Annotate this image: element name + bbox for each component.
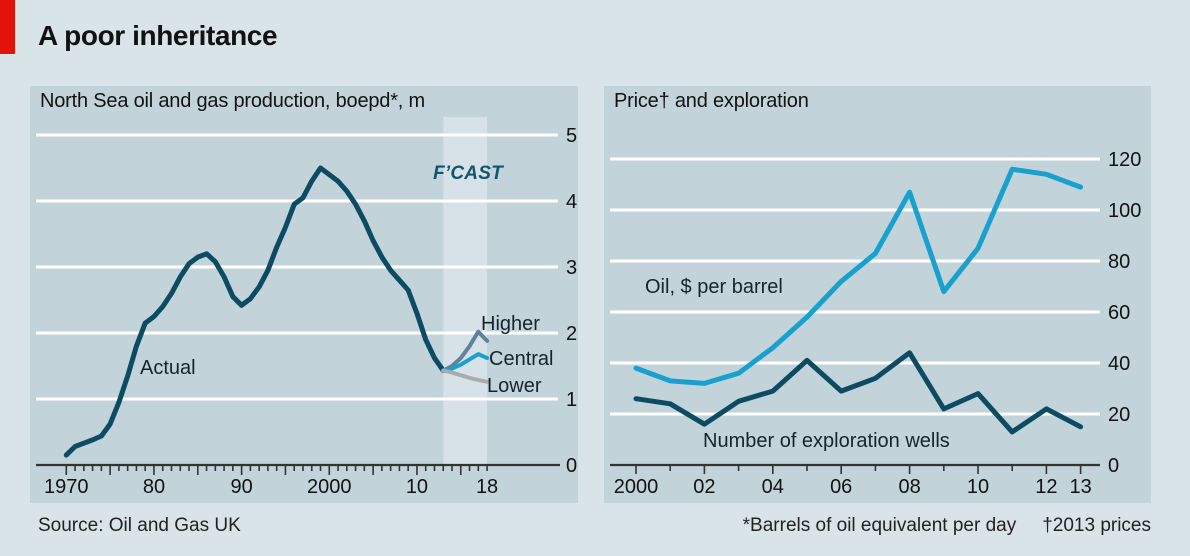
price-exploration-chart-panel: Price† and exploration 2000 02 04 06 08 10 12 1… [604, 86, 1151, 503]
production-chart-title: North Sea oil and gas production, boepd*… [40, 90, 425, 112]
x-tick-label-2008: 08 [898, 476, 920, 498]
y-tick-label-20: 20 [1108, 404, 1130, 426]
x-tick-label-2018: 18 [476, 476, 498, 498]
series-label-central: Central [489, 348, 553, 370]
y-tick-label-0: 0 [1108, 455, 1119, 477]
page-title: A poor inheritance [38, 20, 278, 51]
series-label-lower: Lower [487, 375, 542, 397]
production-chart: 1970 80 90 2000 10 18 0 1 2 3 4 5 Actual Higher Centra… [36, 117, 577, 498]
y-tick-label-80: 80 [1108, 251, 1130, 273]
series-line-lower [441, 368, 490, 384]
red-accent-tab [0, 0, 15, 54]
series-line-central [441, 352, 490, 373]
x-tick-label-1970: 1970 [44, 476, 89, 498]
x-tick-label-2002: 02 [693, 476, 715, 498]
price-exploration-chart-title: Price† and exploration [614, 90, 809, 112]
series-line-actual [63, 165, 446, 458]
price-exploration-chart: 2000 02 04 06 08 10 12 13 0 20 40 60 80 100 120 Oil, $ … [610, 149, 1141, 498]
y-tick-label-1: 1 [566, 389, 577, 411]
series-label-higher: Higher [481, 313, 540, 335]
series-line-higher [441, 329, 490, 373]
y-tick-label-5: 5 [566, 125, 577, 147]
source-note: Source: Oil and Gas UK [38, 515, 241, 536]
y-tick-label-4: 4 [566, 191, 577, 213]
y-tick-label-3: 3 [566, 257, 577, 279]
forecast-label: F’CAST [433, 163, 504, 184]
y-tick-label-100: 100 [1108, 200, 1141, 222]
footnote-boepd: *Barrels of oil equivalent per day [742, 515, 1017, 536]
series-label-actual: Actual [140, 357, 196, 379]
y-tick-label-0: 0 [566, 455, 577, 477]
series-line-oil-per-barrel [633, 166, 1084, 386]
series-label-oil-per-barrel: Oil, $ per barrel [645, 276, 783, 298]
x-tick-label-2006: 06 [830, 476, 852, 498]
x-tick-label-2004: 04 [762, 476, 784, 498]
y-tick-label-120: 120 [1108, 149, 1141, 171]
y-tick-label-2: 2 [566, 323, 577, 345]
footer: Source: Oil and Gas UK *Barrels of oil e… [0, 515, 1151, 537]
footnotes: *Barrels of oil equivalent per day †2013… [743, 515, 1151, 537]
series-label-number-of-exploration-wells: Number of exploration wells [703, 430, 950, 452]
x-tick-label-1990: 90 [230, 476, 252, 498]
x-tick-label-2000: 2000 [614, 476, 659, 498]
footnote-prices: †2013 prices [1042, 515, 1151, 536]
y-tick-label-40: 40 [1108, 353, 1130, 375]
y-tick-label-60: 60 [1108, 302, 1130, 324]
x-tick-label-2010: 10 [967, 476, 989, 498]
production-chart-panel: North Sea oil and gas production, boepd*… [30, 86, 578, 503]
x-tick-label-2000: 2000 [307, 476, 352, 498]
x-tick-label-2013: 13 [1069, 476, 1091, 498]
x-tick-label-2010: 10 [406, 476, 428, 498]
series-line-number-of-exploration-wells [633, 350, 1084, 435]
x-tick-label-2012: 12 [1035, 476, 1057, 498]
x-tick-label-1980: 80 [143, 476, 165, 498]
forecast-band [443, 117, 488, 465]
